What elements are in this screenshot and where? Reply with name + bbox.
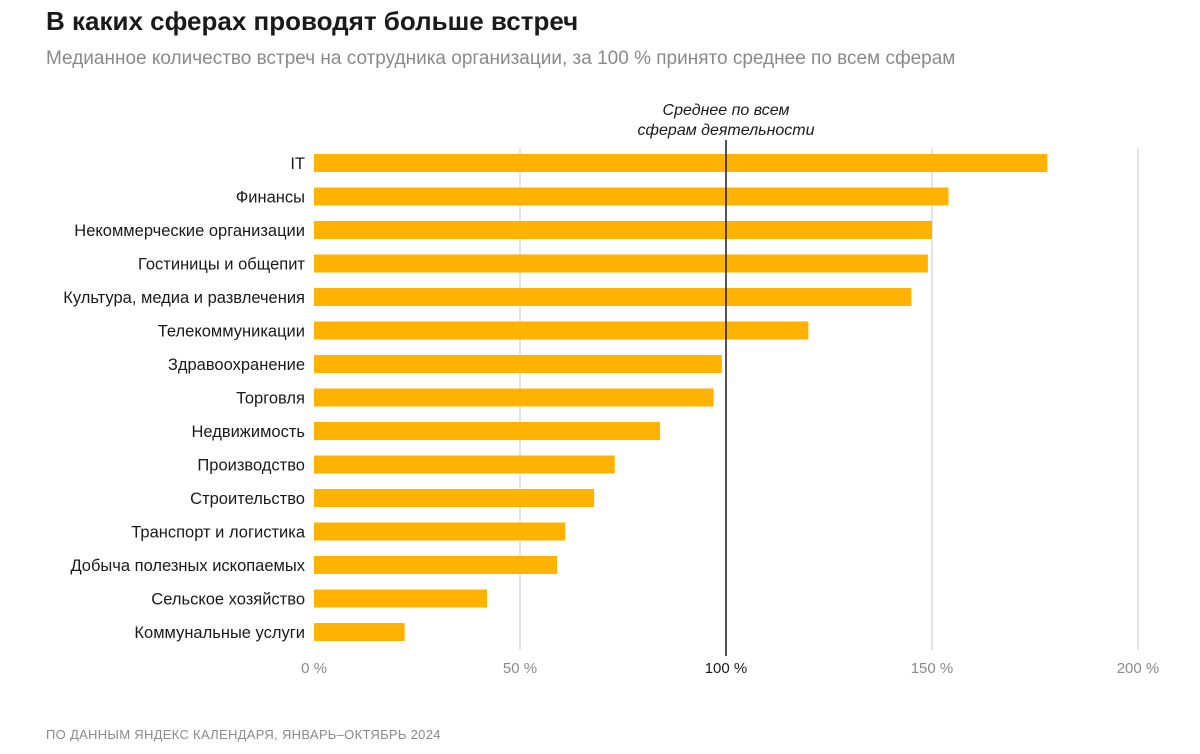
category-labels: IT Финансы Некоммерческие организации Гости… — [63, 155, 306, 642]
bar-11 — [314, 522, 566, 541]
bar-7 — [314, 388, 714, 407]
tick-label-150: 150 % — [911, 660, 954, 677]
category-label-13: Сельское хозяйство — [151, 591, 305, 609]
axis-ticks: 0 % 50 % 100 % 150 % 200 % — [301, 660, 1159, 677]
bar-13 — [314, 589, 488, 608]
chart-subtitle: Медианное количество встреч на сотрудник… — [46, 48, 956, 69]
bar-3 — [314, 254, 928, 273]
chart-title: В каких сферах проводят больше встреч — [46, 6, 579, 36]
category-label-7: Торговля — [236, 390, 305, 408]
category-label-1: Финансы — [236, 189, 305, 207]
data-source-note: ПО ДАННЫМ ЯНДЕКС КАЛЕНДАРЯ, ЯНВАРЬ–ОКТЯБ… — [46, 727, 441, 742]
category-label-12: Добыча полезных ископаемых — [70, 557, 305, 575]
category-label-2: Некоммерческие организации — [74, 222, 305, 240]
reference-label-line-1: сферам деятельности — [637, 122, 814, 139]
bar-10 — [314, 489, 595, 507]
bar-4 — [314, 288, 912, 306]
bar-6 — [314, 355, 722, 373]
category-label-4: Культура, медиа и развлечения — [63, 289, 305, 307]
tick-label-50: 50 % — [503, 660, 537, 677]
tick-label-100: 100 % — [705, 660, 748, 677]
bars — [314, 154, 1048, 641]
category-label-6: Здравоохранение — [168, 356, 305, 374]
category-label-14: Коммунальные услуги — [134, 624, 305, 642]
bar-1 — [314, 187, 949, 206]
category-label-5: Телекоммуникации — [158, 323, 305, 341]
reference-line-group: Среднее по всем сферам деятельности — [637, 102, 815, 656]
bar-12 — [314, 556, 558, 574]
tick-label-0: 0 % — [301, 660, 327, 677]
bar-9 — [314, 455, 615, 474]
tick-label-200: 200 % — [1117, 660, 1160, 677]
bar-5 — [314, 321, 809, 340]
category-label-11: Транспорт и логистика — [131, 524, 306, 542]
reference-label-line-0: Среднее по всем — [663, 102, 790, 119]
category-label-3: Гостиницы и общепит — [138, 256, 305, 274]
bar-8 — [314, 422, 661, 440]
category-label-0: IT — [290, 155, 305, 173]
category-label-9: Производство — [197, 457, 305, 475]
bar-14 — [314, 623, 405, 641]
category-label-8: Недвижимость — [191, 423, 305, 441]
bar-2 — [314, 221, 932, 239]
category-label-10: Строительство — [190, 490, 305, 508]
bar-0 — [314, 154, 1048, 172]
